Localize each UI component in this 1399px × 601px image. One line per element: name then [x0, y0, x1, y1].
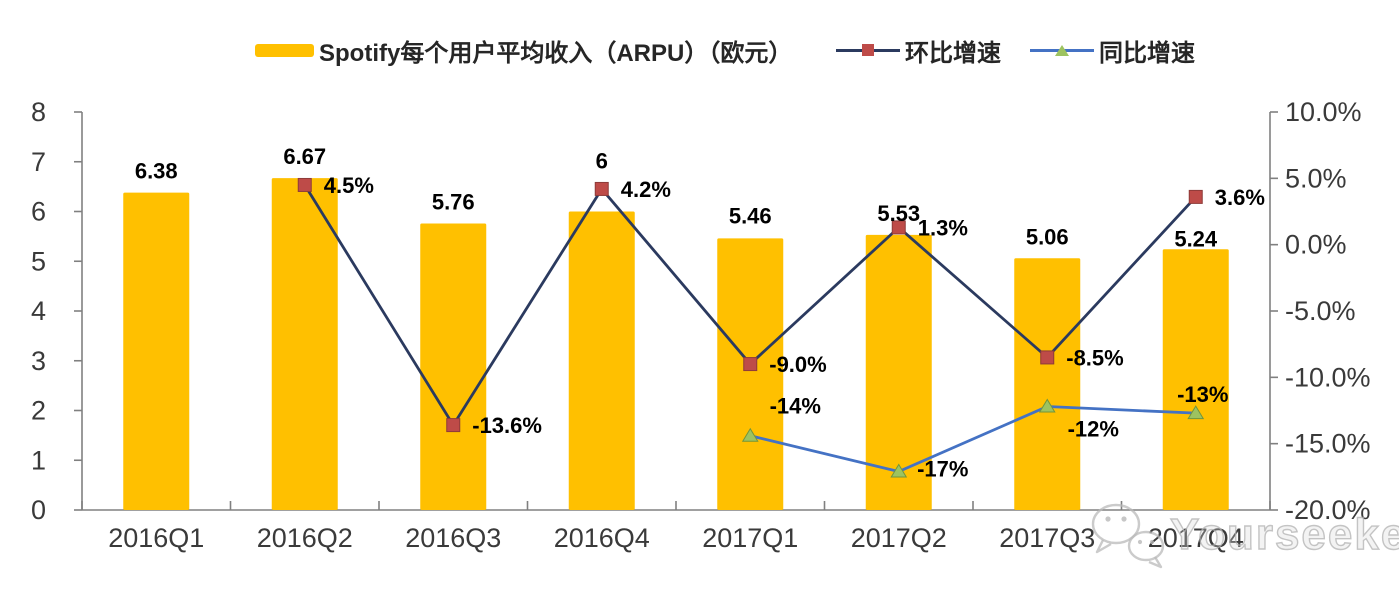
left-axis-tick-label: 1: [31, 445, 46, 475]
x-axis-label: 2017Q3: [999, 523, 1095, 553]
qoq-value-label: 1.3%: [918, 215, 968, 240]
bar-2017Q2: [865, 234, 932, 510]
bar-2017Q3: [1014, 258, 1081, 510]
yoy-marker-2017Q3: [1038, 398, 1056, 413]
yoy-marker-2017Q1: [741, 427, 759, 442]
qoq-value-label: 3.6%: [1215, 185, 1265, 210]
yoy-value-label: -14%: [770, 394, 821, 419]
legend-label-arpu: Spotify每个用户平均收入（ARPU）（欧元）: [319, 39, 793, 67]
left-axis-tick-label: 3: [31, 346, 46, 376]
legend-label-qoq: 环比增速: [905, 39, 1001, 67]
right-axis-tick-label: 5.0%: [1285, 163, 1347, 193]
bar-value-label: 5.46: [729, 203, 772, 228]
yoy-marker-2017Q4: [1187, 405, 1205, 420]
right-axis-tick-label: -5.0%: [1285, 296, 1356, 326]
legend-item-qoq-growth: 环比增速: [836, 36, 1001, 67]
x-axis-label: 2017Q2: [851, 523, 947, 553]
bar-2016Q1: [123, 192, 190, 510]
bar-value-label: 5.24: [1174, 226, 1218, 251]
x-axis-label: 2016Q3: [405, 523, 501, 553]
bar-2016Q2: [271, 178, 338, 511]
qoq-marker-2017Q2: [891, 220, 906, 235]
x-axis-label: 2016Q2: [257, 523, 353, 553]
bar-value-label: 5.76: [432, 189, 475, 214]
qoq-marker-2017Q1: [743, 357, 758, 372]
bar-value-label: 5.53: [877, 201, 920, 226]
yoy-marker-2017Q2: [890, 463, 908, 478]
x-axis-label: 2016Q4: [554, 523, 650, 553]
qoq-marker-2016Q3: [446, 418, 461, 433]
qoq-marker-2016Q4: [594, 181, 609, 196]
qoq-value-label: -9.0%: [769, 352, 826, 377]
bar-value-label: 6.67: [283, 144, 326, 169]
yoy-value-label: -13%: [1177, 382, 1228, 407]
left-axis-tick-label: 0: [31, 495, 46, 525]
right-axis-tick-label: -15.0%: [1285, 429, 1371, 459]
qoq-marker-2017Q4: [1188, 189, 1203, 204]
line-square-swatch-icon: [836, 42, 900, 58]
bar-2016Q3: [420, 223, 487, 510]
right-axis-tick-label: 10.0%: [1285, 97, 1362, 127]
bar-value-label: 6: [596, 149, 608, 174]
right-axis-tick-label: -20.0%: [1285, 495, 1371, 525]
bar-2017Q4: [1162, 249, 1229, 510]
bar-2016Q4: [568, 211, 635, 510]
legend-item-yoy-growth: 同比增速: [1030, 36, 1195, 67]
yoy-value-label: -17%: [917, 457, 968, 482]
x-axis-label: 2016Q1: [108, 523, 204, 553]
qoq-marker-2016Q2: [297, 177, 312, 192]
x-axis-label: 2017Q4: [1148, 523, 1244, 553]
bar-value-label: 5.06: [1026, 224, 1069, 249]
left-axis-tick-label: 7: [31, 147, 46, 177]
yoy-value-label: -12%: [1068, 417, 1119, 442]
left-axis-tick-label: 8: [31, 97, 46, 127]
legend-item-arpu: Spotify每个用户平均收入（ARPU）（欧元）: [255, 36, 792, 67]
line-triangle-swatch-icon: [1030, 42, 1094, 58]
qoq-value-label: 4.5%: [324, 173, 374, 198]
bar-value-label: 6.38: [135, 159, 178, 184]
left-axis-tick-label: 2: [31, 396, 46, 426]
qoq-value-label: -13.6%: [472, 413, 542, 438]
qoq-value-label: 4.2%: [621, 177, 671, 202]
line-yoy: [749, 405, 1196, 473]
left-axis-tick-label: 4: [31, 296, 46, 326]
left-axis-tick-label: 5: [31, 246, 46, 276]
left-axis-tick-label: 6: [31, 197, 46, 227]
bar-swatch-icon: [255, 43, 314, 57]
right-axis-tick-label: -10.0%: [1285, 362, 1371, 392]
bar-2017Q1: [717, 238, 784, 511]
legend-label-yoy: 同比增速: [1099, 39, 1195, 67]
qoq-marker-2017Q3: [1040, 350, 1055, 365]
right-axis-tick-label: 0.0%: [1285, 230, 1347, 260]
qoq-value-label: -8.5%: [1066, 345, 1123, 370]
x-axis-label: 2017Q1: [702, 523, 798, 553]
